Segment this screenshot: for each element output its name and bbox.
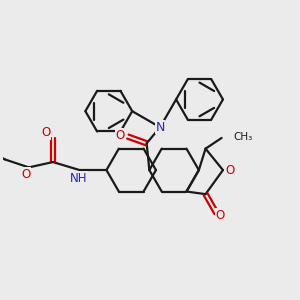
Text: O: O (225, 164, 234, 177)
Text: O: O (216, 209, 225, 222)
Text: O: O (42, 126, 51, 139)
Text: CH₃: CH₃ (234, 132, 253, 142)
Text: O: O (115, 129, 124, 142)
Text: NH: NH (70, 172, 87, 184)
Text: O: O (22, 168, 31, 181)
Text: N: N (155, 121, 165, 134)
